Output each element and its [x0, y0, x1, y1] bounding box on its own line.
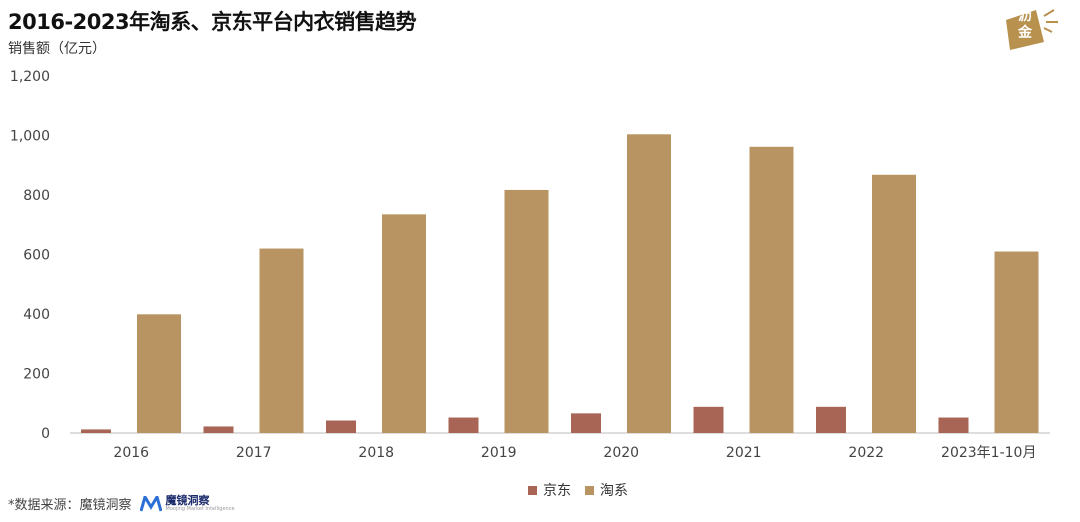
legend-swatch-taoxi [585, 485, 594, 495]
logo-text-line1: 沥 [1018, 8, 1032, 24]
brand-logo: 沥 金 [1000, 2, 1064, 54]
logo-text-line2: 金 [1018, 25, 1032, 41]
y-tick-label: 0 [41, 426, 50, 442]
chart-title: 2016-2023年淘系、京东平台内衣销售趋势 [8, 10, 417, 34]
bar-taoxi [504, 189, 549, 433]
x-tick-label: 2016 [113, 445, 149, 461]
logo-text: 沥 金 [1014, 8, 1036, 42]
bar-taoxi [382, 214, 426, 433]
bar-taoxi [994, 251, 1039, 433]
bar-jingdong [571, 413, 601, 433]
moojing-brand: 魔镜洞察 Moojing Market Intelligence [139, 494, 235, 512]
logo-badge-icon [1006, 9, 1058, 50]
y-tick-label: 400 [23, 307, 50, 323]
legend-item-taoxi: 淘系 [585, 480, 628, 500]
y-tick-label: 1,000 [10, 129, 50, 145]
bar-jingdong [203, 426, 234, 433]
legend-label-jingdong: 京东 [543, 483, 571, 499]
y-tick-label: 1,200 [10, 69, 50, 85]
x-tick-label: 2017 [236, 445, 272, 461]
bar-taoxi [627, 134, 671, 433]
x-tick-label: 2021 [726, 445, 762, 461]
y-tick-label: 200 [23, 367, 50, 383]
bar-jingdong [938, 417, 969, 433]
bar-jingdong [326, 420, 356, 433]
bar-jingdong [816, 406, 846, 433]
x-tick-label: 2022 [848, 445, 884, 461]
y-tick-label: 600 [23, 248, 50, 264]
legend-label-taoxi: 淘系 [600, 483, 628, 499]
brand-name: 魔镜洞察 [165, 494, 210, 507]
data-source: *数据来源：魔镜洞察 魔镜洞察 Moojing Market Intellige… [8, 494, 235, 513]
x-tick-label: 2019 [481, 445, 517, 461]
bar-jingdong [81, 429, 111, 433]
bar-taoxi [872, 174, 916, 433]
legend-swatch-jingdong [528, 485, 537, 495]
bar-jingdong [448, 417, 479, 433]
bar-chart: 0 200 400 600 800 1,000 1,200 2016 2017 2018 2019 2… [10, 69, 1050, 461]
chart-legend: 京东 淘系 [528, 480, 628, 500]
y-axis-unit-label: 销售额（亿元） [8, 41, 106, 57]
y-tick-label: 800 [23, 188, 50, 204]
source-text: *数据来源：魔镜洞察 [8, 498, 132, 513]
x-tick-label: 2020 [603, 445, 639, 461]
bar-taoxi [749, 146, 794, 433]
bar-taoxi [137, 314, 181, 433]
moojing-logo-icon [139, 495, 162, 511]
brand-subtitle: Moojing Market Intelligence [165, 506, 235, 512]
bar-taoxi [259, 248, 304, 433]
x-tick-label: 2018 [358, 445, 394, 461]
x-tick-label: 2023年1-10月 [941, 445, 1036, 461]
bar-jingdong [693, 406, 724, 433]
legend-item-jingdong: 京东 [528, 480, 571, 500]
